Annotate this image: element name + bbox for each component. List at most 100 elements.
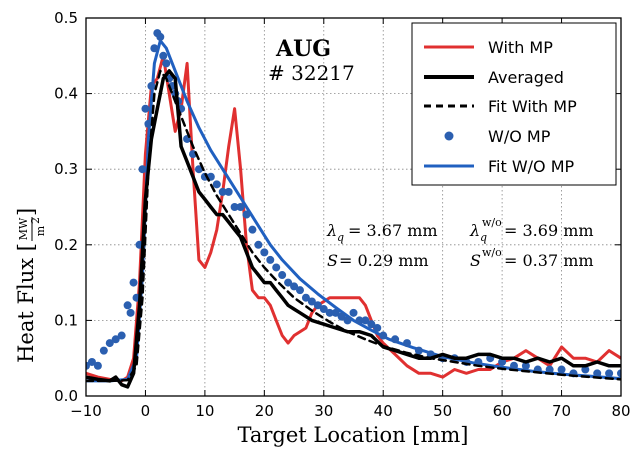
wo-mp-point [126,308,135,317]
lambda-wo-value: = 3.69 mm [504,221,594,240]
y-tick-label: 0.5 [54,9,78,27]
lambda-annotation: λ q = 3.67 mm λ q w/o = 3.69 mm [326,216,594,244]
wo-mp-point [414,346,423,355]
wo-mp-point [349,308,358,317]
wo-mp-point [123,301,132,310]
wo-mp-point [474,357,483,366]
x-tick-label: 70 [552,402,571,420]
wo-mp-point [498,357,507,366]
wo-mp-point [331,308,340,317]
lambda-subscript: q [337,231,344,244]
wo-mp-point [105,339,114,348]
wo-mp-point [545,365,554,374]
wo-mp-point [284,278,293,287]
x-tick-label: 10 [195,402,214,420]
wo-mp-point [557,365,566,374]
wo-mp-point [403,339,411,348]
wo-mp-point [236,203,245,211]
wo-mp-point [138,165,147,174]
s-symbol: S [327,251,338,270]
wo-mp-point [129,278,138,287]
wo-mp-point [379,331,388,340]
wo-mp-point [361,316,370,325]
wo-mp-point [278,271,287,280]
s-wo-superscript: w/o [482,246,502,259]
series-averaged [86,69,621,389]
wo-mp-point [337,312,346,321]
legend-label-fit-wo-mp: Fit W/O MP [488,157,575,176]
wo-mp-point [147,82,156,91]
wo-mp-point [307,297,316,306]
wo-mp-point [117,331,126,340]
wo-mp-point [272,263,281,272]
wo-mp-point [355,316,364,325]
wo-mp-point [162,59,171,68]
lambda-wo-superscript: w/o [482,216,502,229]
s-annotation: S = 0.29 mm S w/o = 0.37 mm [327,246,594,270]
s-value: = 0.29 mm [339,251,429,270]
plot-frame [85,17,622,397]
series-with-mp [86,54,621,383]
x-axis-title: Target Location [mm] [238,423,469,447]
y-axis-title: Heat Flux [ MW m 2 ] [14,208,47,363]
series-layer [86,29,621,389]
wo-mp-point [319,305,328,314]
wo-mp-point [521,361,530,370]
legend: With MP Averaged Fit With MP W/O MP Fit … [411,22,617,186]
wo-mp-point [212,180,221,189]
x-tick-label: 50 [433,402,452,420]
lambda-wo-symbol: λ [469,221,480,240]
s-wo-symbol: S [470,251,481,270]
y-axis-unit-denominator: m [34,225,47,236]
x-tick-label: 40 [374,402,393,420]
wo-mp-point [87,357,96,366]
wo-mp-point [343,316,352,325]
wo-mp-point [144,119,153,128]
wo-mp-point [150,44,159,53]
legend-swatch-wo-mp [444,131,454,141]
wo-mp-point [367,320,376,329]
wo-mp-point [254,240,263,249]
y-tick-label: 0.4 [54,85,78,103]
wo-mp-point [593,369,602,378]
y-axis-unit-exponent: 2 [29,217,42,224]
series-fit-with-mp [86,69,621,383]
wo-mp-point [266,255,275,264]
s-wo-value: = 0.37 mm [504,251,594,270]
wo-mp-point [141,104,150,113]
wo-mp-point [296,286,304,295]
x-tick-label: 60 [493,402,512,420]
wo-mp-point [301,293,310,302]
x-tick-label: 30 [314,402,333,420]
lambda-wo-subscript: q [480,231,487,244]
x-tick-label: 0 [141,402,151,420]
legend-box [411,22,617,186]
lambda-symbol: λ [326,221,337,240]
series-fit-wo-mp [86,39,621,383]
wo-mp-point [313,301,322,310]
x-tick-label: −10 [70,402,102,420]
x-tick-label: 20 [255,402,274,420]
wo-mp-point [99,346,108,355]
wo-mp-point [218,187,227,196]
legend-label-fit-with-mp: Fit With MP [488,97,577,116]
legend-label-wo-mp: W/O MP [488,127,551,146]
wo-mp-point [325,308,334,317]
shot-label: # 32217 [268,61,355,85]
wo-mp-point [230,203,239,211]
wo-mp-point [111,335,120,344]
wo-mp-point [242,210,251,219]
wo-mp-point [373,323,382,332]
y-tick-label: 0.2 [54,236,78,254]
wo-mp-point [290,282,299,291]
wo-mp-point [224,187,233,196]
y-axis-unit-numerator: MW [17,217,30,240]
wo-mp-point [93,361,102,370]
y-axis-title-close: ] [14,208,38,216]
legend-label-averaged: Averaged [488,68,564,87]
legend-label-with-mp: With MP [488,38,553,57]
wo-mp-point [248,225,257,234]
lambda-value: = 3.67 mm [348,221,438,240]
x-tick-label: 80 [611,402,630,420]
